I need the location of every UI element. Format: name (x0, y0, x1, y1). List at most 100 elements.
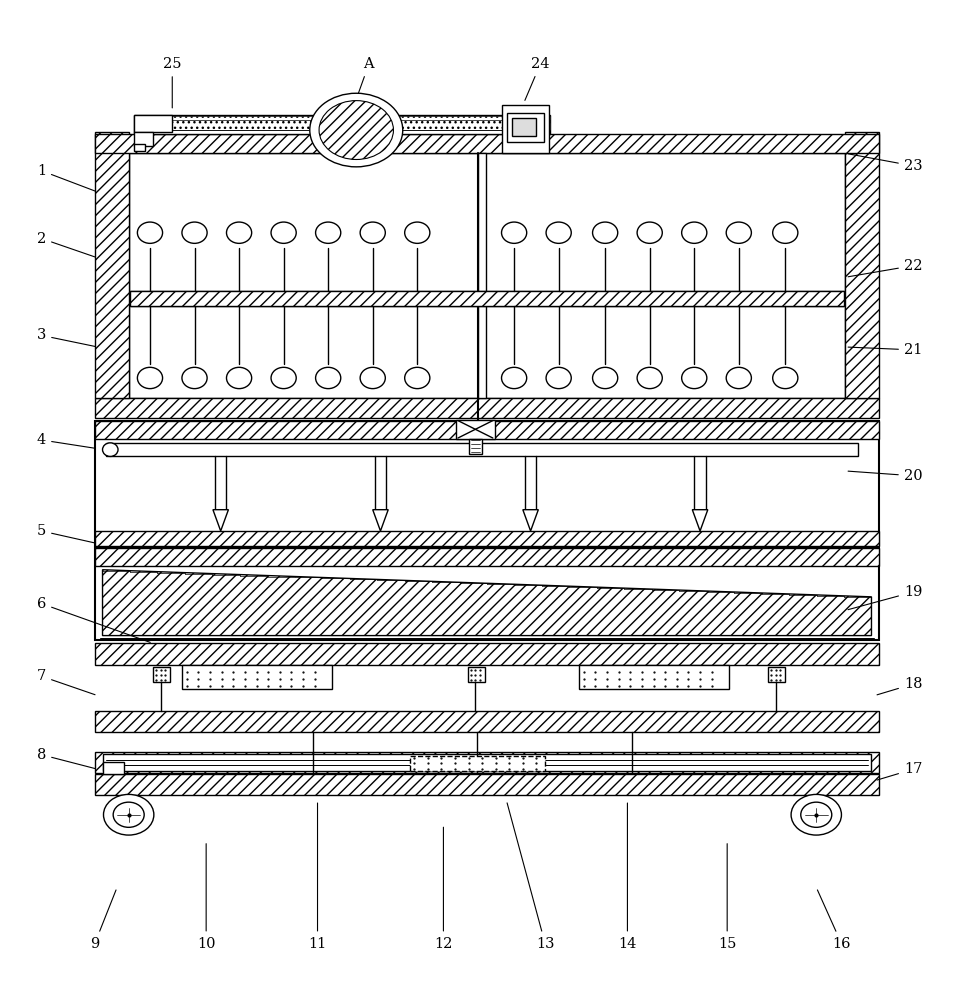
Bar (94, 421, 880, 439)
Text: 10: 10 (197, 844, 215, 951)
Bar (503, 105, 549, 153)
Ellipse shape (182, 367, 207, 389)
Bar (94, 548, 880, 640)
Text: 6: 6 (37, 597, 150, 642)
Text: 7: 7 (37, 669, 95, 695)
Ellipse shape (502, 367, 527, 389)
Text: 18: 18 (877, 677, 922, 695)
Ellipse shape (404, 222, 430, 243)
Ellipse shape (682, 222, 707, 243)
Bar (94, 774, 880, 795)
Text: 14: 14 (618, 803, 637, 951)
Ellipse shape (637, 222, 662, 243)
Ellipse shape (360, 367, 386, 389)
Bar (133, 116, 550, 130)
Bar (94, 711, 880, 732)
Ellipse shape (227, 222, 251, 243)
Ellipse shape (113, 802, 144, 827)
Ellipse shape (103, 794, 154, 835)
Polygon shape (213, 510, 229, 531)
Ellipse shape (137, 222, 163, 243)
Text: 5: 5 (37, 524, 95, 543)
Ellipse shape (772, 222, 798, 243)
Bar (133, 115, 172, 132)
Text: 11: 11 (309, 803, 326, 951)
Bar (512, 118, 537, 136)
Bar (106, 443, 858, 456)
Ellipse shape (727, 367, 751, 389)
Text: 15: 15 (718, 844, 736, 951)
Text: A: A (353, 57, 374, 110)
Ellipse shape (319, 101, 393, 159)
Bar (153, 667, 170, 682)
Bar (507, 113, 544, 142)
Bar (102, 754, 872, 771)
Text: 17: 17 (877, 762, 922, 780)
Ellipse shape (316, 367, 341, 389)
Text: 2: 2 (37, 232, 95, 257)
Text: 3: 3 (37, 328, 95, 346)
Bar (94, 752, 880, 773)
Bar (133, 132, 153, 146)
Text: 21: 21 (848, 343, 922, 357)
Text: 23: 23 (848, 154, 922, 173)
Ellipse shape (801, 802, 832, 827)
Text: 1: 1 (37, 164, 95, 191)
Ellipse shape (592, 367, 618, 389)
Bar (94, 132, 129, 398)
Text: 24: 24 (525, 57, 549, 100)
Text: 19: 19 (848, 585, 922, 610)
Bar (94, 643, 880, 665)
Bar (768, 667, 785, 682)
Bar (845, 132, 880, 398)
Bar (133, 144, 145, 151)
Text: 8: 8 (37, 748, 95, 769)
Bar (94, 548, 880, 566)
Ellipse shape (502, 222, 527, 243)
Text: 9: 9 (91, 890, 116, 951)
Bar (94, 398, 880, 418)
Bar (468, 667, 485, 682)
Bar (478, 153, 486, 398)
Ellipse shape (546, 222, 572, 243)
Ellipse shape (137, 367, 163, 389)
Bar (456, 420, 495, 439)
Bar (182, 665, 332, 689)
Ellipse shape (592, 222, 618, 243)
Ellipse shape (310, 93, 402, 167)
Text: 25: 25 (163, 57, 181, 108)
Ellipse shape (102, 443, 118, 456)
Bar (130, 291, 844, 306)
Bar (94, 421, 880, 546)
Bar (94, 531, 880, 546)
Bar (102, 762, 124, 774)
Bar (409, 756, 545, 771)
Ellipse shape (271, 367, 296, 389)
Ellipse shape (637, 367, 662, 389)
Ellipse shape (682, 367, 707, 389)
Ellipse shape (227, 367, 251, 389)
Polygon shape (693, 510, 708, 531)
Ellipse shape (182, 222, 207, 243)
Ellipse shape (546, 367, 572, 389)
Text: 4: 4 (37, 433, 94, 448)
Ellipse shape (727, 222, 751, 243)
Bar (130, 291, 844, 306)
Bar (468, 439, 482, 454)
Ellipse shape (791, 794, 842, 835)
Ellipse shape (404, 367, 430, 389)
Text: 20: 20 (848, 469, 922, 483)
Polygon shape (102, 570, 872, 636)
Ellipse shape (316, 222, 341, 243)
Ellipse shape (360, 222, 386, 243)
Bar (133, 115, 550, 134)
Text: 16: 16 (817, 890, 850, 951)
Bar (129, 153, 845, 398)
Text: 13: 13 (507, 803, 554, 951)
Bar (94, 134, 880, 153)
Polygon shape (373, 510, 389, 531)
Text: 22: 22 (848, 259, 922, 277)
Text: 12: 12 (434, 827, 453, 951)
Bar (579, 665, 730, 689)
Ellipse shape (271, 222, 296, 243)
